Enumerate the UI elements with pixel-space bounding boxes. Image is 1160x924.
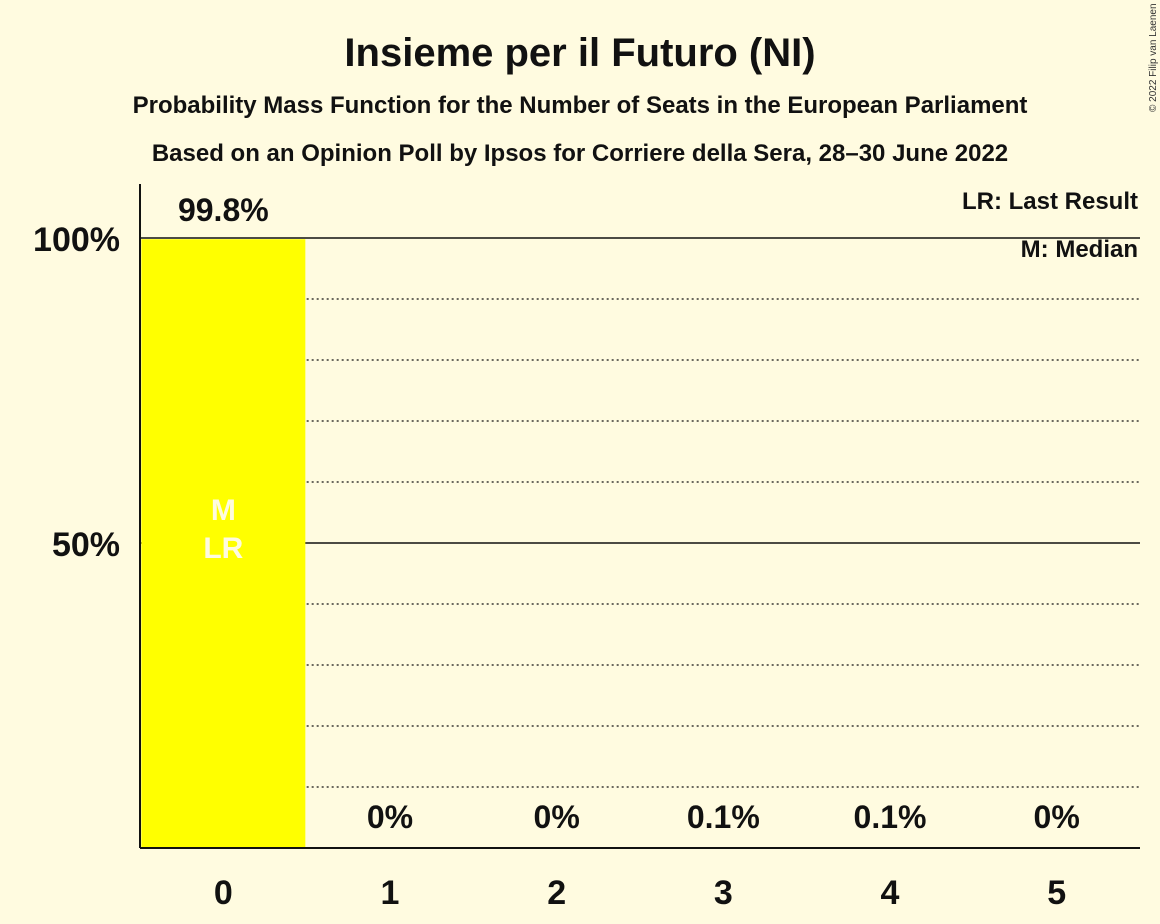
bar-value-label-3: 0.1% xyxy=(687,799,760,835)
bar-value-label-2: 0% xyxy=(534,799,580,835)
x-tick-labels: 0 1 2 3 4 5 xyxy=(214,874,1066,912)
x-tick-label: 3 xyxy=(714,874,733,912)
legend-last-result: LR: Last Result xyxy=(962,188,1138,215)
bar-value-label-5: 0% xyxy=(1034,799,1080,835)
x-tick-label: 0 xyxy=(214,874,233,912)
y-tick-label: 100% xyxy=(33,221,120,259)
x-tick-label: 1 xyxy=(381,874,400,912)
bar-value-label-0: 99.8% xyxy=(178,192,269,228)
bar-value-label-4: 0.1% xyxy=(854,799,927,835)
gridlines xyxy=(140,237,1140,788)
chart-subtitle-2: Based on an Opinion Poll by Ipsos for Co… xyxy=(152,140,1008,167)
chart-title: Insieme per il Futuro (NI) xyxy=(344,31,815,75)
bar-0 xyxy=(141,239,306,849)
median-marker: M xyxy=(211,494,236,527)
x-tick-label: 5 xyxy=(1047,874,1066,912)
bar-value-labels: 99.8% 0% 0% 0.1% 0.1% 0% M LR xyxy=(178,192,1080,835)
x-tick-label: 4 xyxy=(881,874,900,912)
bar-value-label-1: 0% xyxy=(367,799,413,835)
chart-subtitle-1: Probability Mass Function for the Number… xyxy=(133,92,1028,119)
y-tick-labels: 50% 100% xyxy=(33,221,120,564)
x-tick-label: 2 xyxy=(547,874,566,912)
legend-median: M: Median xyxy=(1021,236,1138,263)
copyright-note: © 2022 Filip van Laenen xyxy=(1148,3,1159,112)
bars xyxy=(141,239,972,849)
last-result-marker: LR xyxy=(203,532,243,565)
y-tick-label: 50% xyxy=(52,526,120,564)
